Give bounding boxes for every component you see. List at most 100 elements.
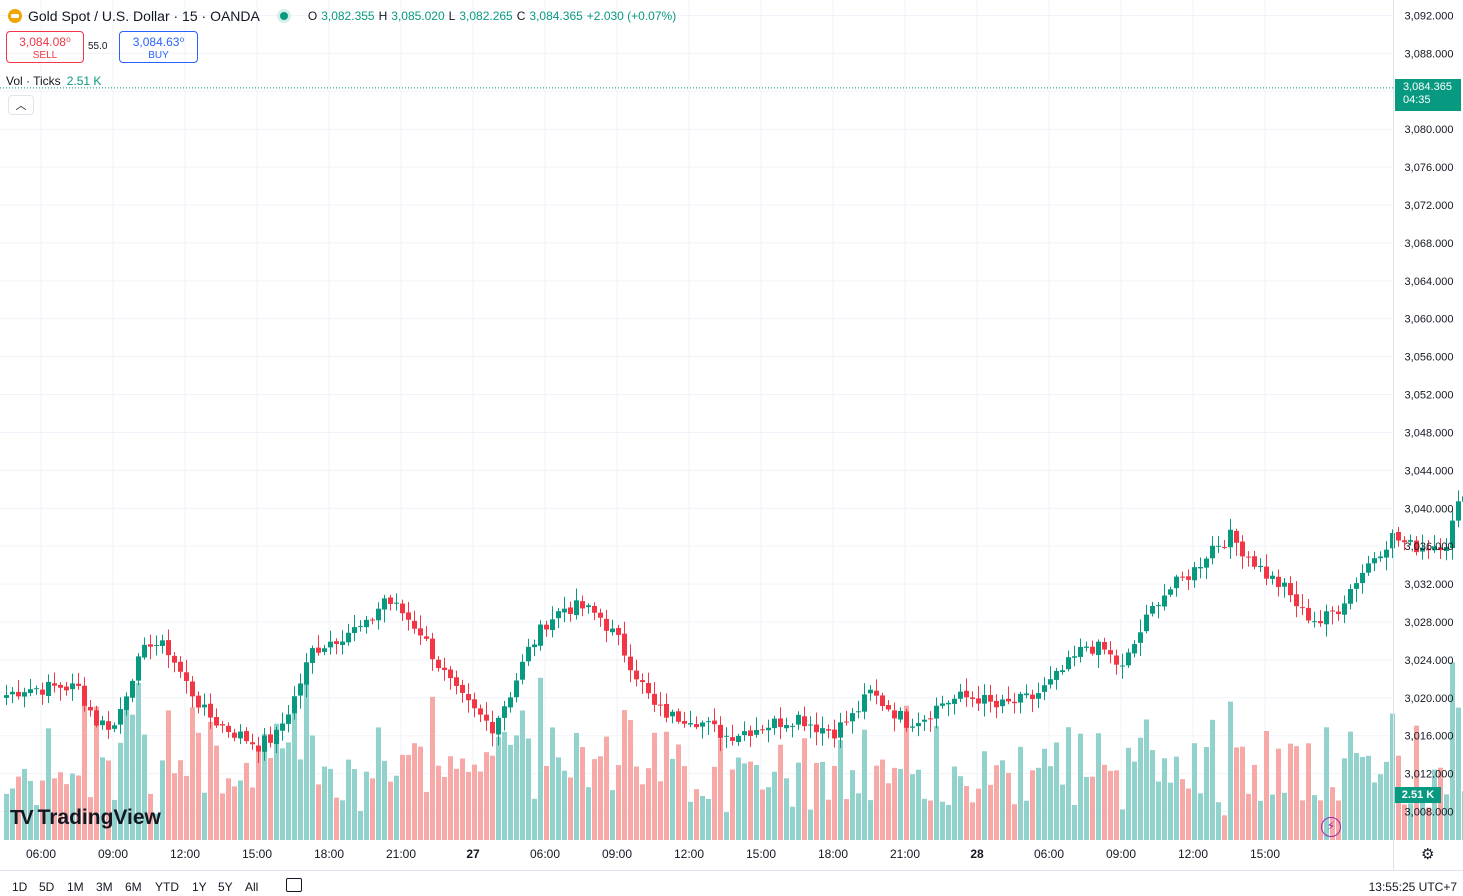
volume-bar (568, 777, 573, 840)
candle-body (1222, 546, 1227, 548)
volume-bar (706, 798, 711, 840)
y-tick-label: 3,048.000 (1405, 427, 1454, 439)
symbol-title[interactable]: Gold Spot / U.S. Dollar · 15 · OANDA (28, 8, 260, 24)
range-5d-button[interactable]: 5D (39, 880, 55, 894)
volume-bar (1288, 743, 1293, 840)
volume-bar (478, 771, 483, 840)
calendar-icon[interactable] (286, 878, 302, 892)
candle-body (586, 605, 591, 608)
volume-bar (646, 768, 651, 840)
volume-bar (808, 809, 813, 840)
volume-bar (166, 710, 171, 840)
volume-legend[interactable]: Vol · Ticks 2.51 K (6, 74, 101, 88)
volume-bar (58, 772, 63, 840)
candle-body (112, 725, 117, 729)
x-tick-label: 09:00 (602, 847, 632, 861)
volume-bar (220, 793, 225, 840)
volume-bar (520, 710, 525, 840)
range-1m-button[interactable]: 1M (67, 880, 84, 894)
lightning-icon[interactable]: ⚡ (1321, 817, 1341, 837)
volume-bar (592, 759, 597, 840)
candle-body (1318, 621, 1323, 624)
gear-icon[interactable]: ⚙ (1421, 846, 1435, 863)
candle-body (394, 602, 399, 604)
volume-bar (1180, 779, 1185, 840)
candle-body (748, 730, 753, 736)
candle-body (886, 705, 891, 710)
volume-bar (1306, 743, 1311, 840)
candle-body (118, 709, 123, 725)
candle-body (382, 598, 387, 610)
candle-body (1408, 540, 1413, 542)
range-all-button[interactable]: All (245, 880, 259, 894)
volume-bar (1414, 725, 1419, 840)
candle-body (1030, 694, 1035, 700)
volume-bar (136, 683, 141, 840)
range-ytd-button[interactable]: YTD (155, 880, 179, 894)
volume-bar (1198, 793, 1203, 840)
range-1y-button[interactable]: 1Y (192, 880, 207, 894)
volume-bar (628, 720, 633, 840)
candle-body (1210, 545, 1215, 559)
x-tick-label: 06:00 (530, 847, 560, 861)
ohlc-legend: O 3,082.355 H 3,085.020 L 3,082.265 C 3,084.… (308, 9, 676, 23)
volume-bar (1210, 719, 1215, 840)
candle-body (1336, 611, 1341, 615)
candle-body (628, 656, 633, 671)
candle-body (928, 718, 933, 720)
volume-bar (382, 760, 387, 840)
volume-bar (178, 760, 183, 840)
volume-bar (736, 757, 741, 840)
y-tick-label: 3,024.000 (1405, 655, 1454, 667)
candle-body (796, 714, 801, 725)
y-tick-label: 3,036.000 (1405, 541, 1454, 553)
candle-body (922, 719, 927, 722)
price-axis[interactable]: 3,092.0003,088.0003,084.0003,080.0003,07… (1393, 0, 1454, 870)
candle-body (916, 723, 921, 727)
sell-button[interactable]: 3,084.08⁰ SELL (6, 31, 84, 63)
buy-button[interactable]: 3,084.63⁰ BUY (119, 31, 198, 63)
volume-bar (148, 793, 153, 840)
x-tick-label: 21:00 (890, 847, 920, 861)
volume-bar (562, 770, 567, 840)
volume-bar (1318, 800, 1323, 840)
volume-bar (1084, 776, 1089, 840)
volume-bar (580, 747, 585, 840)
candle-body (1240, 541, 1245, 557)
y-tick-label: 3,032.000 (1405, 579, 1454, 591)
y-tick-label: 3,040.000 (1405, 503, 1454, 515)
candle-body (718, 724, 723, 738)
candle-body (1378, 556, 1383, 559)
volume-bar (910, 774, 915, 840)
volume-bar (1456, 707, 1461, 840)
volume-bar (676, 744, 681, 840)
utc-clock[interactable]: 13:55:25 UTC+7 (1368, 880, 1457, 894)
volume-bar (316, 784, 321, 840)
y-tick-label: 3,064.000 (1405, 276, 1454, 288)
range-1d-button[interactable]: 1D (12, 880, 28, 894)
volume-bar (184, 775, 189, 840)
volume-legend-value: 2.51 K (66, 74, 102, 88)
candle-body (874, 690, 879, 696)
candle-body (676, 711, 681, 722)
volume-bar (844, 799, 849, 840)
tradingview-logo[interactable]: TV TradingView (10, 806, 161, 830)
range-6m-button[interactable]: 6M (125, 880, 142, 894)
candle-body (862, 694, 867, 712)
range-5y-button[interactable]: 5Y (218, 880, 233, 894)
volume-bar (1138, 737, 1143, 840)
volume-bar (688, 801, 693, 840)
volume-bar (250, 787, 255, 840)
volume-bar (52, 778, 57, 840)
volume-bar (514, 735, 519, 840)
x-tick-label: 06:00 (1034, 847, 1064, 861)
candlesticks (4, 490, 1463, 763)
volume-bar (1054, 742, 1059, 840)
volume-bar (1372, 782, 1377, 840)
collapse-legend-button[interactable]: ︿ (8, 95, 34, 115)
volume-bar (418, 746, 423, 840)
time-axis[interactable]: 06:00 09:00 12:00 15:00 18:00 21:00 27 06:00 09:… (26, 847, 1280, 861)
candle-body (1228, 529, 1233, 548)
range-3m-button[interactable]: 3M (96, 880, 113, 894)
